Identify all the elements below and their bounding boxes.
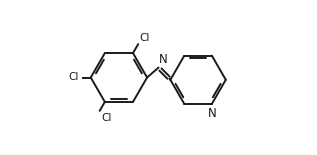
Text: N: N <box>159 53 168 66</box>
Text: Cl: Cl <box>69 73 79 82</box>
Text: Cl: Cl <box>101 113 112 123</box>
Text: Cl: Cl <box>139 33 149 43</box>
Text: N: N <box>208 107 217 120</box>
